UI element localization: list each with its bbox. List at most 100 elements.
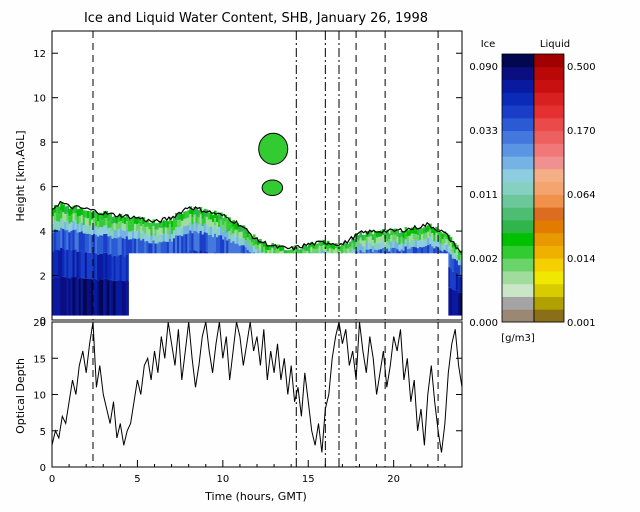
heatmap-cell — [449, 268, 453, 289]
heatmap-cell — [226, 219, 229, 227]
heatmap-cell — [113, 223, 117, 231]
height-tick-label: 6 — [40, 183, 46, 194]
cloud-top-outline — [52, 200, 462, 253]
time-axis-label: Time (hours, GMT) — [204, 490, 307, 503]
heatmap-cell — [302, 249, 305, 255]
heatmap-cell — [248, 240, 252, 246]
heatmap-cell — [265, 249, 268, 255]
heatmap-cell — [74, 220, 78, 230]
heatmap-cell — [66, 249, 69, 278]
heatmap-cell — [447, 267, 451, 288]
heatmap-cell — [197, 217, 201, 225]
heatmap-cell — [199, 214, 203, 223]
heatmap-cell — [369, 230, 373, 237]
heatmap-cell — [56, 277, 59, 316]
heatmap-cell — [373, 231, 377, 237]
heatmap-cell — [386, 241, 389, 249]
heatmap-cell — [246, 243, 250, 250]
colorbar-swatch — [534, 156, 564, 170]
colorbar-swatch — [534, 143, 564, 157]
heatmap-column — [68, 208, 72, 316]
heatmap-cell — [52, 216, 55, 224]
heatmap-cell — [90, 279, 94, 316]
heatmap-cell — [211, 221, 215, 230]
heatmap-cell — [367, 236, 371, 243]
heatmap-cell — [70, 277, 74, 316]
heatmap-cell — [74, 249, 78, 277]
heatmap-cell — [439, 237, 443, 244]
heatmap-cell — [121, 256, 125, 281]
heatmap-cell — [418, 233, 422, 240]
heatmap-cell — [129, 217, 133, 225]
heatmap-cell — [119, 221, 123, 229]
heatmap-cell — [64, 214, 67, 222]
heatmap-cell — [359, 231, 363, 238]
heatmap-cell — [95, 226, 98, 235]
heatmap-column — [72, 205, 76, 316]
ice-colorbar-ticks: 0.090 0.033 0.011 0.002 0.000 — [469, 62, 498, 329]
heatmap-cell — [203, 232, 207, 252]
heatmap-cell — [261, 241, 264, 247]
heatmap-cell — [238, 226, 242, 233]
heatmap-cell — [226, 226, 229, 233]
heatmap-cell — [109, 227, 113, 236]
colorbar-swatch — [534, 207, 564, 221]
heatmap-cell — [68, 232, 72, 252]
heatmap-cell — [429, 230, 432, 237]
heatmap-cell — [457, 265, 461, 277]
heatmap-cell — [152, 219, 156, 227]
heatmap-cell — [115, 223, 119, 231]
heatmap-cell — [386, 229, 389, 236]
heatmap-cell — [103, 233, 106, 253]
heatmap-column — [84, 210, 88, 316]
heatmap-cell — [236, 223, 240, 230]
heatmap-cell — [336, 249, 340, 255]
heatmap-cell — [88, 225, 92, 235]
heatmap-cell — [68, 278, 72, 316]
heatmap-cell — [369, 236, 373, 243]
time-tick-label: 15 — [302, 474, 315, 485]
heatmap-cell — [445, 244, 449, 252]
heatmap-cell — [111, 217, 115, 224]
heatmap-cell — [234, 229, 238, 237]
heatmap-cell — [451, 290, 455, 316]
panel-frame — [51, 30, 463, 321]
heatmap-cell — [134, 216, 137, 224]
heatmap-cell — [76, 278, 80, 316]
no-data-region — [128, 253, 449, 320]
heatmap-cell — [101, 235, 104, 255]
heatmap-cell — [363, 240, 367, 247]
heatmap-cell — [125, 228, 129, 237]
heatmap-cell — [60, 276, 63, 316]
heatmap-cell — [187, 224, 190, 234]
heatmap-cell — [330, 248, 334, 254]
heatmap-cell — [459, 264, 462, 277]
heatmap-cell — [380, 236, 383, 243]
heatmap-cell — [433, 241, 436, 249]
panel-background — [52, 322, 462, 467]
heatmap-cell — [283, 250, 287, 255]
heatmap-cell — [359, 243, 363, 251]
heatmap-cell — [459, 250, 462, 256]
height-axis: 0 2 4 6 8 10 12 — [33, 49, 462, 327]
heatmap-cell — [166, 241, 170, 259]
heatmap-cell — [131, 223, 135, 231]
heatmap-cell — [218, 235, 221, 254]
colorbar-swatch — [534, 283, 564, 297]
heatmap-cell — [263, 241, 266, 247]
heatmap-cell — [359, 237, 363, 244]
heatmap-cell — [281, 250, 285, 256]
heatmap-cell — [357, 235, 361, 241]
heatmap-cell — [56, 229, 59, 250]
heatmap-cell — [52, 208, 55, 217]
heatmap-cell — [310, 241, 313, 247]
optical-depth-series — [52, 322, 462, 453]
colorbar-swatch — [502, 194, 534, 208]
heatmap-cell — [148, 229, 151, 236]
colorbar-units: [g/m3] — [501, 333, 535, 344]
heatmap-cell — [373, 242, 377, 250]
heatmap-cell — [361, 234, 365, 241]
liquid-colorbar-tick-label: 0.500 — [567, 62, 596, 73]
heatmap-cell — [68, 208, 72, 217]
time-tick-label: 10 — [216, 474, 229, 485]
